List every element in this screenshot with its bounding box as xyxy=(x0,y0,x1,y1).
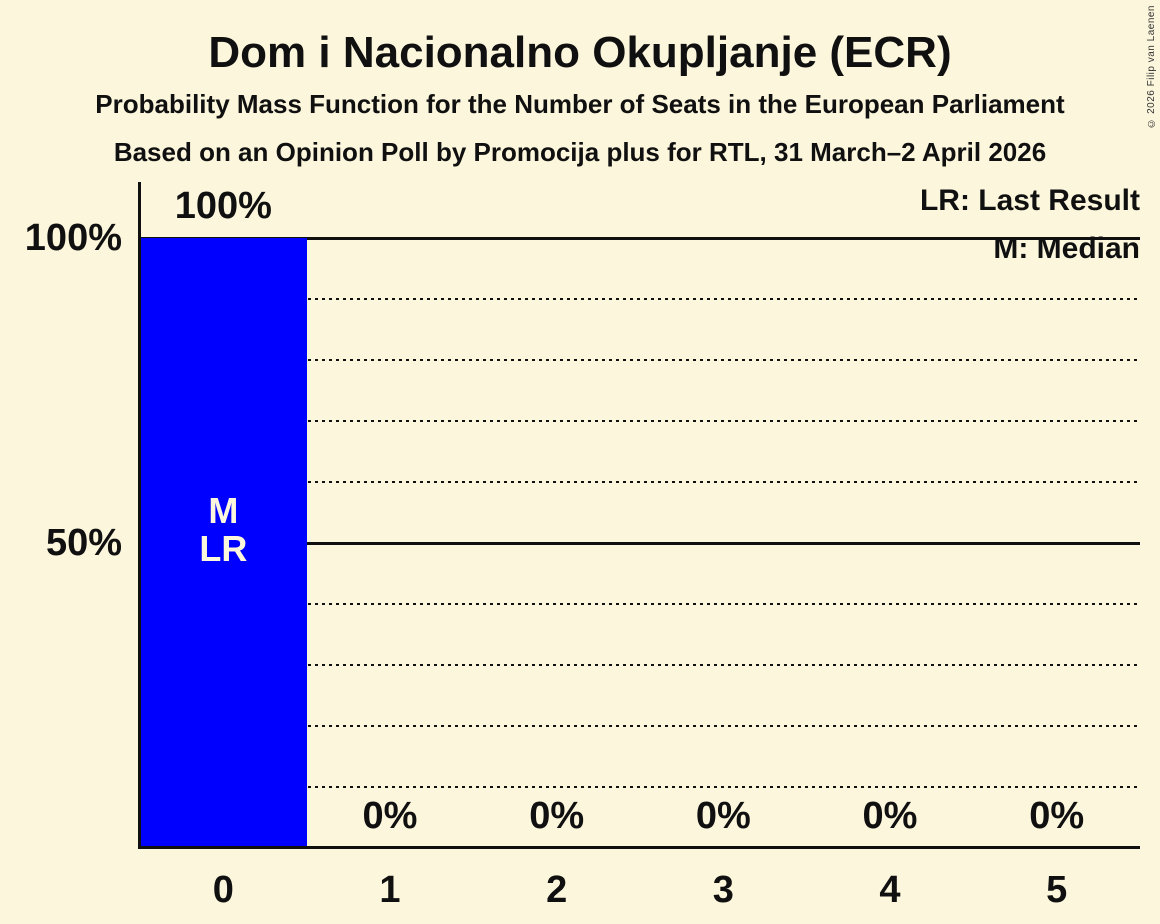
y-axis-tick-label-50: 50% xyxy=(45,522,122,564)
y-axis-tick-label-100: 100% xyxy=(24,217,122,259)
y-axis-line xyxy=(138,182,141,849)
gridline-dotted-10pct xyxy=(140,786,1140,788)
x-axis-tick-label-0: 0 xyxy=(212,869,234,911)
gridline-dotted-70pct xyxy=(140,420,1140,422)
bar-annotation-line-m: M xyxy=(208,490,239,531)
bar-value-label-1: 0% xyxy=(362,795,418,837)
bar-seats-0 xyxy=(141,238,307,846)
x-axis-line xyxy=(138,846,1140,849)
gridline-dotted-40pct xyxy=(140,603,1140,605)
bar-annotation-median-last-result: M LR xyxy=(140,492,307,568)
copyright-notice: © 2026 Filip van Laenen xyxy=(1146,5,1157,129)
gridline-dotted-20pct xyxy=(140,725,1140,727)
bar-value-label-5: 0% xyxy=(1029,795,1085,837)
bar-value-label-0: 100% xyxy=(174,185,272,227)
x-axis-tick-label-2: 2 xyxy=(546,869,568,911)
x-axis-tick-label-3: 3 xyxy=(712,869,734,911)
gridline-dotted-60pct xyxy=(140,481,1140,483)
chart-subtitle: Probability Mass Function for the Number… xyxy=(95,89,1065,119)
gridline-solid-100pct xyxy=(140,236,1140,240)
gridline-solid-50pct xyxy=(140,541,1140,545)
bar-value-label-2: 0% xyxy=(529,795,585,837)
chart-title: Dom i Nacionalno Okupljanje (ECR) xyxy=(208,28,952,77)
bar-value-label-3: 0% xyxy=(695,795,751,837)
legend-median: M: Median xyxy=(993,232,1140,265)
x-axis-tick-label-4: 4 xyxy=(879,869,901,911)
bar-annotation-line-lr: LR xyxy=(199,528,248,569)
gridline-dotted-30pct xyxy=(140,664,1140,666)
gridline-dotted-90pct xyxy=(140,298,1140,300)
chart-source-line: Based on an Opinion Poll by Promocija pl… xyxy=(113,137,1047,167)
bar-value-label-4: 0% xyxy=(862,795,918,837)
gridline-dotted-80pct xyxy=(140,359,1140,361)
x-axis-tick-label-5: 5 xyxy=(1046,869,1068,911)
legend-last-result: LR: Last Result xyxy=(919,184,1140,217)
x-axis-tick-label-1: 1 xyxy=(379,869,401,911)
